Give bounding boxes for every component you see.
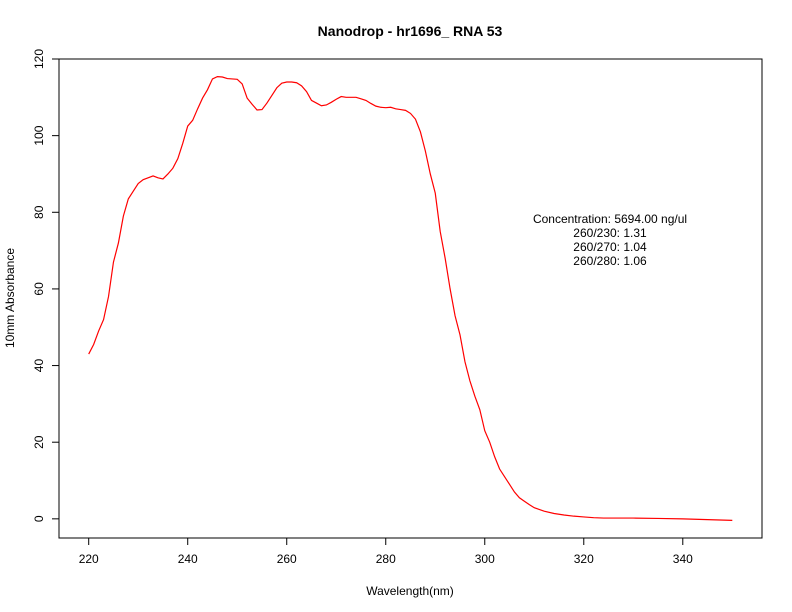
- x-tick-label: 300: [475, 552, 495, 566]
- y-axis-label: 10mm Absorbance: [3, 248, 17, 348]
- plot-frame: [58, 58, 763, 539]
- y-tick-label: 80: [32, 205, 46, 219]
- x-tick-label: 340: [673, 552, 693, 566]
- y-tick-label: 40: [32, 359, 46, 373]
- x-tick-label: 280: [376, 552, 396, 566]
- annotation-line: Concentration: 5694.00 ng/ul: [533, 212, 687, 226]
- x-tick-label: 220: [79, 552, 99, 566]
- annotation-line: 260/230: 1.31: [573, 226, 647, 240]
- y-tick-label: 20: [32, 435, 46, 449]
- x-tick-label: 240: [178, 552, 198, 566]
- x-tick-label: 320: [574, 552, 594, 566]
- y-axis: 0 20 40 60 80 100 120: [32, 49, 60, 522]
- y-tick-label: 120: [32, 49, 46, 69]
- y-tick-label: 60: [32, 282, 46, 296]
- absorbance-series-line: [88, 76, 733, 521]
- x-axis-label: Wavelength(nm): [366, 584, 454, 598]
- x-axis: 220 240 260 280 300 320 340: [79, 537, 693, 566]
- x-tick-label: 260: [277, 552, 297, 566]
- annotation-line: 260/270: 1.04: [573, 240, 647, 254]
- y-tick-label: 0: [32, 515, 46, 522]
- y-tick-label: 100: [32, 125, 46, 145]
- annotation-line: 260/280: 1.06: [573, 254, 647, 268]
- chart-title: Nanodrop - hr1696_ RNA 53: [318, 23, 503, 39]
